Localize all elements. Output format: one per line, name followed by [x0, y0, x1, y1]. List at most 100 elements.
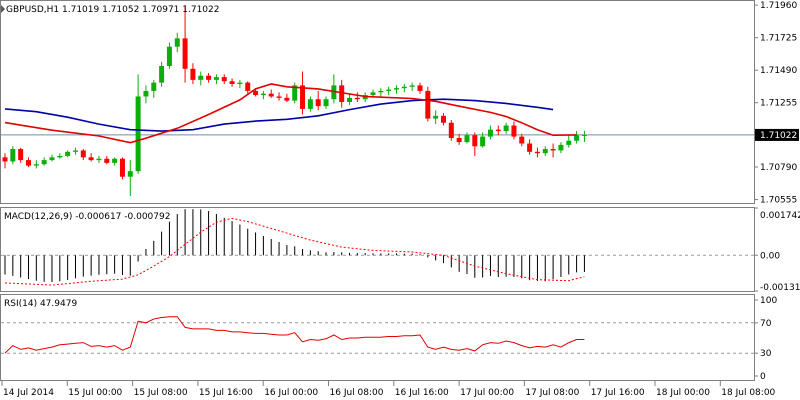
- candle-body: [386, 89, 392, 91]
- slow-moving-average-line: [4, 98, 554, 132]
- candle-body: [260, 93, 266, 96]
- rsi-tick-label: 70: [760, 319, 772, 329]
- price-tick-label: 1.71960: [760, 1, 797, 11]
- candle-body: [558, 144, 564, 151]
- macd-tick-label: 0.001742: [760, 211, 800, 221]
- candle-body: [276, 96, 282, 98]
- candle-body: [88, 157, 94, 161]
- candle-body: [534, 151, 540, 154]
- candle-body: [127, 171, 133, 177]
- candle-body: [284, 97, 290, 101]
- price-tick-label: 1.70555: [760, 196, 797, 206]
- fast-moving-average-line: [4, 83, 577, 144]
- price-panel-frame: [0, 0, 755, 204]
- candle-body: [323, 99, 329, 107]
- candle-body: [433, 115, 439, 119]
- rsi-tick-label: 30: [760, 349, 772, 359]
- candle-body: [574, 135, 580, 141]
- candle-body: [456, 137, 462, 143]
- candle-body: [18, 149, 24, 161]
- candle-body: [41, 160, 47, 165]
- time-tick-label: 15 Jul 08:00: [134, 388, 188, 398]
- macd-tick-label: 0.00: [760, 251, 780, 261]
- current-price-badge: [755, 128, 799, 141]
- time-tick-label: 15 Jul 16:00: [199, 388, 253, 398]
- rsi-panel-frame: [0, 294, 755, 381]
- candle-body: [495, 129, 501, 132]
- candle-body: [425, 90, 431, 119]
- time-tick-label: 17 Jul 16:00: [591, 388, 645, 398]
- candle-body: [143, 90, 149, 97]
- symbol-arrow-icon: [1, 5, 5, 13]
- time-tick-label: 17 Jul 08:00: [525, 388, 579, 398]
- price-tick-label: 1.71255: [760, 99, 797, 109]
- macd-panel: 0.001742 0.00 -0.001318: [1, 207, 800, 293]
- candle-body: [65, 151, 71, 156]
- candle-body: [409, 85, 415, 87]
- candle-body: [354, 97, 360, 100]
- rsi-tick-label: 0: [760, 372, 766, 382]
- price-tick-label: 1.71490: [760, 66, 797, 76]
- price-panel: 1.71960 1.71725 1.71490 1.71255 1.70790 1.705…: [1, 1, 799, 206]
- current-price-label: 1.71022: [760, 131, 797, 141]
- candle-body: [2, 157, 8, 162]
- candle-body: [206, 75, 212, 80]
- candle-body: [566, 140, 572, 145]
- rsi-line: [4, 316, 585, 354]
- macd-tick-label: -0.001318: [760, 283, 800, 293]
- macd-panel-label: MACD(12,26,9) -0.000617 -0.000792: [4, 212, 170, 222]
- candle-body: [417, 85, 423, 91]
- macd-panel-frame: [0, 207, 755, 292]
- candle-body: [300, 85, 306, 109]
- time-tick-label: 18 Jul 00:00: [656, 388, 710, 398]
- candle-body: [174, 38, 180, 47]
- price-tick-label: 1.71725: [760, 34, 797, 44]
- rsi-panel-label: RSI(14) 47.9479: [4, 299, 77, 309]
- candle-body: [370, 92, 376, 96]
- candle-body: [339, 85, 345, 102]
- candle-body: [487, 129, 493, 137]
- candle-body: [550, 149, 556, 151]
- candle-body: [394, 88, 399, 90]
- candle-body: [480, 136, 486, 147]
- candle-body: [245, 82, 251, 91]
- candle-body: [268, 93, 274, 97]
- candle-body: [378, 90, 384, 93]
- time-tick-label: 16 Jul 00:00: [264, 388, 318, 398]
- price-panel-label: GBPUSD,H1 1.71019 1.71052 1.70971 1.7102…: [6, 5, 219, 15]
- rsi-tick-label: 100: [760, 296, 777, 306]
- candle-body: [542, 149, 548, 154]
- time-tick-label: 15 Jul 00:00: [68, 388, 122, 398]
- candle-body: [253, 90, 259, 96]
- candle-body: [49, 157, 55, 161]
- candle-body: [292, 85, 298, 101]
- candle-body: [72, 150, 78, 152]
- candle-body: [331, 85, 337, 100]
- candle-body: [229, 81, 235, 85]
- macd-signal-line: [4, 217, 585, 286]
- candle-body: [57, 155, 63, 158]
- candle-body: [464, 135, 470, 143]
- candle-body: [25, 160, 31, 166]
- candle-body: [581, 134, 587, 136]
- candle-body: [315, 99, 321, 107]
- candle-body: [10, 149, 16, 162]
- candle-body: [503, 125, 509, 132]
- time-tick-label: 16 Jul 16:00: [395, 388, 449, 398]
- candle-body: [135, 96, 141, 172]
- candle-body: [159, 66, 165, 83]
- candle-body: [104, 158, 110, 163]
- candle-body: [112, 158, 118, 163]
- candle-body: [221, 77, 227, 82]
- candle-body: [190, 68, 196, 80]
- candle-body: [33, 164, 39, 166]
- rsi-panel: 100 70 30 0: [1, 296, 777, 382]
- candle-body: [96, 158, 102, 161]
- time-tick-label: 16 Jul 08:00: [330, 388, 384, 398]
- candle-body: [213, 77, 219, 80]
- candle-body: [198, 75, 204, 80]
- time-tick-label: 17 Jul 00:00: [460, 388, 514, 398]
- candle-body: [472, 135, 478, 147]
- candle-body: [527, 143, 533, 152]
